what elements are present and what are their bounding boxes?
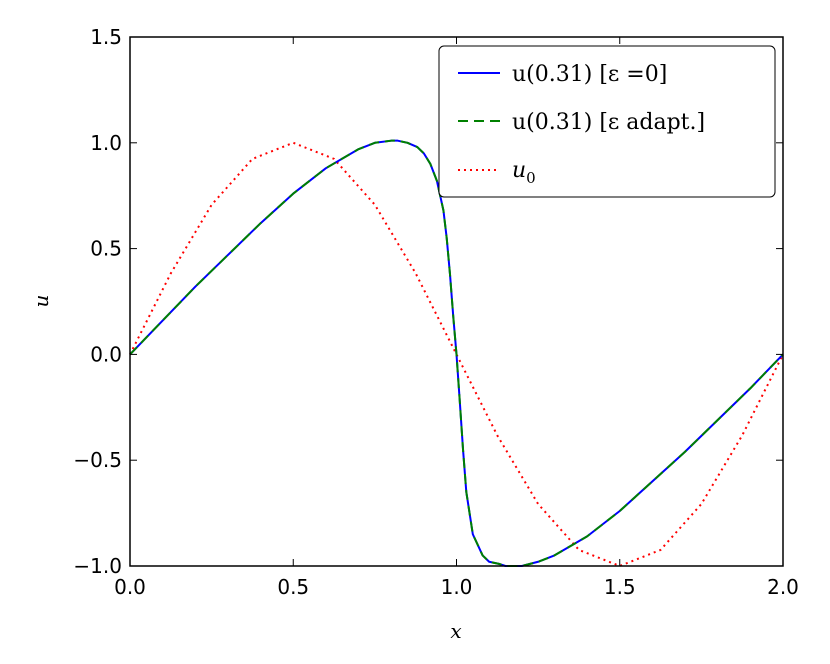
x-tick-label: 1.0	[441, 575, 473, 599]
x-tick-label: 2.0	[767, 575, 799, 599]
y-tick-label: 0.5	[90, 237, 122, 261]
y-tick-label: 1.5	[90, 25, 122, 49]
plot-frame	[129, 36, 784, 567]
y-axis-label: u	[29, 295, 53, 308]
legend-label-solid: u(0.31) [ε =0]	[512, 62, 667, 87]
ticks-layer: 0.0 0.5 1.0 1.5 2.0 −1.0 −0.5 0.0 0.5 1.0 1.5	[73, 25, 798, 599]
x-axis-label: x	[450, 619, 461, 643]
x-tick-label: 0.5	[277, 575, 309, 599]
legend: u(0.31) [ε =0] u(0.31) [ε adapt.] u0	[438, 45, 776, 198]
x-tick-label: 0.0	[114, 575, 146, 599]
y-tick-label: −0.5	[73, 448, 122, 472]
series-line-dotted	[129, 141, 784, 567]
legend-box	[438, 45, 776, 198]
y-tick-label: −1.0	[73, 554, 122, 578]
x-tick-label: 1.5	[604, 575, 636, 599]
y-tick-label: 0.0	[90, 342, 122, 366]
series-layer	[129, 139, 784, 567]
legend-label-dotted-main: u	[512, 158, 526, 183]
legend-label-dotted: u0	[512, 158, 536, 187]
series-line-dashed	[129, 139, 784, 567]
legend-label-dashed: u(0.31) [ε adapt.]	[512, 110, 705, 135]
y-tick-label: 1.0	[90, 131, 122, 155]
legend-label-dotted-subscript: 0	[526, 169, 536, 187]
